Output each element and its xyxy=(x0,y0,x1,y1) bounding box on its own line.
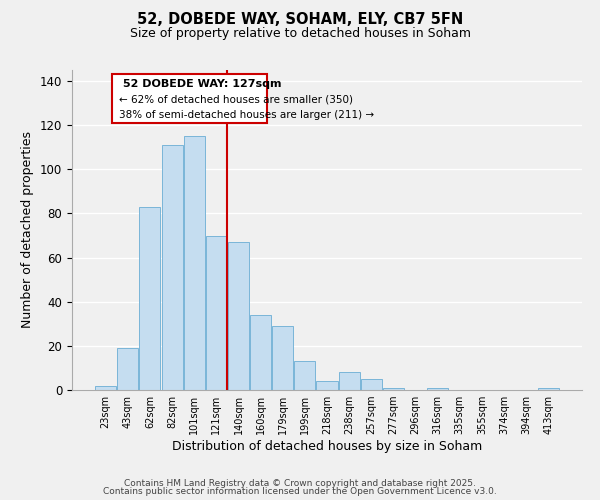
Text: ← 62% of detached houses are smaller (350): ← 62% of detached houses are smaller (35… xyxy=(119,95,353,105)
Bar xyxy=(538,388,559,390)
Bar xyxy=(228,242,249,390)
Bar xyxy=(427,388,448,390)
Bar xyxy=(206,236,227,390)
Y-axis label: Number of detached properties: Number of detached properties xyxy=(22,132,34,328)
Bar xyxy=(295,362,316,390)
Text: 52, DOBEDE WAY, SOHAM, ELY, CB7 5FN: 52, DOBEDE WAY, SOHAM, ELY, CB7 5FN xyxy=(137,12,463,28)
Bar xyxy=(272,326,293,390)
Bar xyxy=(383,388,404,390)
Text: 38% of semi-detached houses are larger (211) →: 38% of semi-detached houses are larger (… xyxy=(119,110,374,120)
Bar xyxy=(184,136,205,390)
X-axis label: Distribution of detached houses by size in Soham: Distribution of detached houses by size … xyxy=(172,440,482,453)
Bar xyxy=(316,381,338,390)
Bar xyxy=(139,207,160,390)
FancyBboxPatch shape xyxy=(112,74,267,123)
Text: Contains public sector information licensed under the Open Government Licence v3: Contains public sector information licen… xyxy=(103,487,497,496)
Text: Size of property relative to detached houses in Soham: Size of property relative to detached ho… xyxy=(130,28,470,40)
Text: Contains HM Land Registry data © Crown copyright and database right 2025.: Contains HM Land Registry data © Crown c… xyxy=(124,478,476,488)
Bar xyxy=(161,145,182,390)
Bar xyxy=(338,372,359,390)
Bar xyxy=(118,348,139,390)
Bar xyxy=(250,315,271,390)
Bar xyxy=(361,379,382,390)
Text: 52 DOBEDE WAY: 127sqm: 52 DOBEDE WAY: 127sqm xyxy=(124,80,282,90)
Bar xyxy=(95,386,116,390)
